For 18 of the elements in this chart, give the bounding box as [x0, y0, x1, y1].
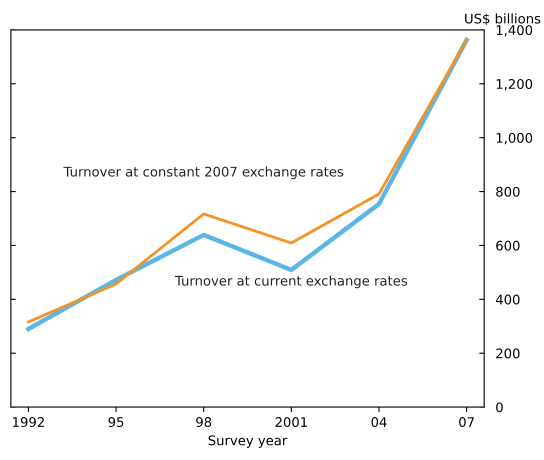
y-tick-label: 600: [496, 240, 520, 251]
x-tick-label: 04: [371, 417, 387, 428]
y-tick-label: 200: [496, 348, 520, 358]
y-tick-label: 1,200: [496, 79, 532, 90]
x-axis-title: Survey year: [208, 435, 288, 448]
y-axis-title: US$ billions: [465, 13, 540, 26]
text: Turnover at constant 2007 exchange rates: [64, 166, 344, 180]
x-tick-label: 07: [459, 417, 474, 428]
y-tick-label: 800: [496, 186, 520, 197]
x-tick-label: 98: [196, 417, 212, 428]
x-tick-label: 95: [108, 417, 124, 428]
y-tick-label: 0: [496, 402, 503, 412]
x-tick-label: 2001: [276, 417, 307, 428]
y-tick-label: 400: [496, 294, 520, 305]
y-tick-label: 1,400: [496, 25, 532, 36]
x-tick-label: 1992: [13, 417, 44, 428]
y-tick-label: 1,000: [496, 132, 532, 144]
series-label: Turnover at current exchange rates: [174, 276, 408, 288]
